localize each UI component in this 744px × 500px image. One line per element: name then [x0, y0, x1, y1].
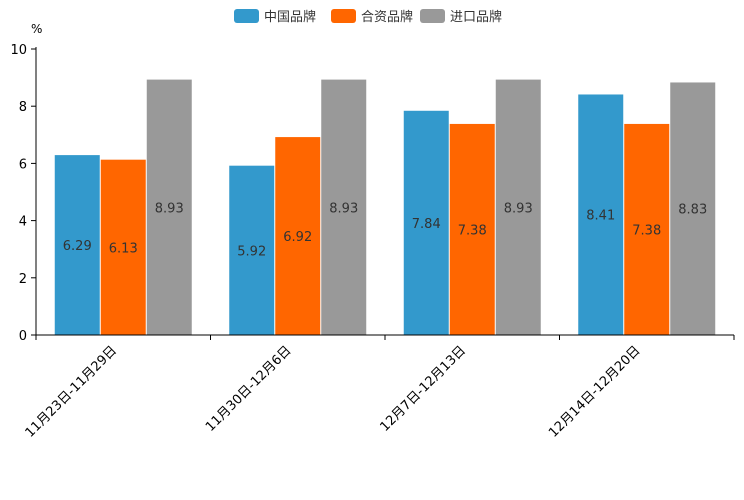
legend-label: 进口品牌 — [450, 9, 502, 25]
y-tick-label: 10 — [10, 43, 27, 58]
y-tick-label: 4 — [19, 215, 27, 230]
legend: 中国品牌 合资品牌 进口品牌 — [234, 9, 502, 25]
bar-value-label: 7.38 — [632, 223, 661, 238]
bar[interactable] — [624, 123, 670, 335]
legend-swatch — [331, 9, 356, 23]
bar-value-label: 8.83 — [678, 203, 707, 218]
y-tick-label: 8 — [19, 100, 27, 115]
bar[interactable] — [578, 94, 624, 335]
y-tick-label: 6 — [19, 157, 27, 172]
y-tick-label: 0 — [19, 329, 27, 344]
bar-value-label: 8.41 — [586, 209, 615, 224]
bar[interactable] — [321, 79, 367, 336]
bar[interactable] — [54, 155, 100, 335]
bar-value-label: 6.29 — [63, 239, 92, 254]
y-axis-unit-label: % — [31, 22, 42, 36]
bar-value-label: 8.93 — [155, 201, 184, 216]
legend-label: 合资品牌 — [361, 9, 413, 25]
bar[interactable] — [449, 123, 495, 335]
bar[interactable] — [229, 165, 275, 335]
bar-value-label: 8.93 — [329, 201, 358, 216]
bar[interactable] — [275, 137, 321, 335]
x-category-label: 11月23日-11月29日 — [23, 343, 120, 440]
bar-value-label: 7.84 — [412, 217, 441, 232]
bars: 6.29 6.13 8.93 5.92 6.92 8.93 7.84 7.38 8.93 8.41… — [54, 79, 716, 336]
bar-value-label: 5.92 — [237, 244, 266, 259]
bar[interactable] — [100, 159, 146, 335]
legend-label: 中国品牌 — [264, 9, 316, 25]
bar[interactable] — [495, 79, 541, 336]
bar-value-label: 7.38 — [458, 223, 487, 238]
legend-item[interactable]: 中国品牌 — [234, 9, 316, 25]
x-axis: 11月23日-11月29日 11月30日-12月6日 12月7日-12月13日 12月… — [23, 334, 735, 441]
legend-swatch — [234, 9, 259, 23]
legend-swatch — [420, 9, 445, 23]
y-tick-label: 2 — [19, 272, 27, 287]
x-category-label: 12月14日-12月20日 — [546, 343, 643, 440]
bar-value-label: 8.93 — [504, 201, 533, 216]
bar-value-label: 6.13 — [109, 241, 138, 256]
x-category-label: 12月7日-12月13日 — [377, 343, 469, 435]
bar-value-label: 6.92 — [283, 230, 312, 245]
bar[interactable] — [146, 79, 192, 336]
legend-item[interactable]: 进口品牌 — [420, 9, 502, 25]
x-category-label: 11月30日-12月6日 — [203, 343, 295, 435]
y-axis: 0 2 4 6 8 10 — [10, 43, 37, 344]
legend-item[interactable]: 合资品牌 — [331, 9, 413, 25]
bar[interactable] — [670, 82, 716, 335]
bar[interactable] — [403, 110, 449, 335]
